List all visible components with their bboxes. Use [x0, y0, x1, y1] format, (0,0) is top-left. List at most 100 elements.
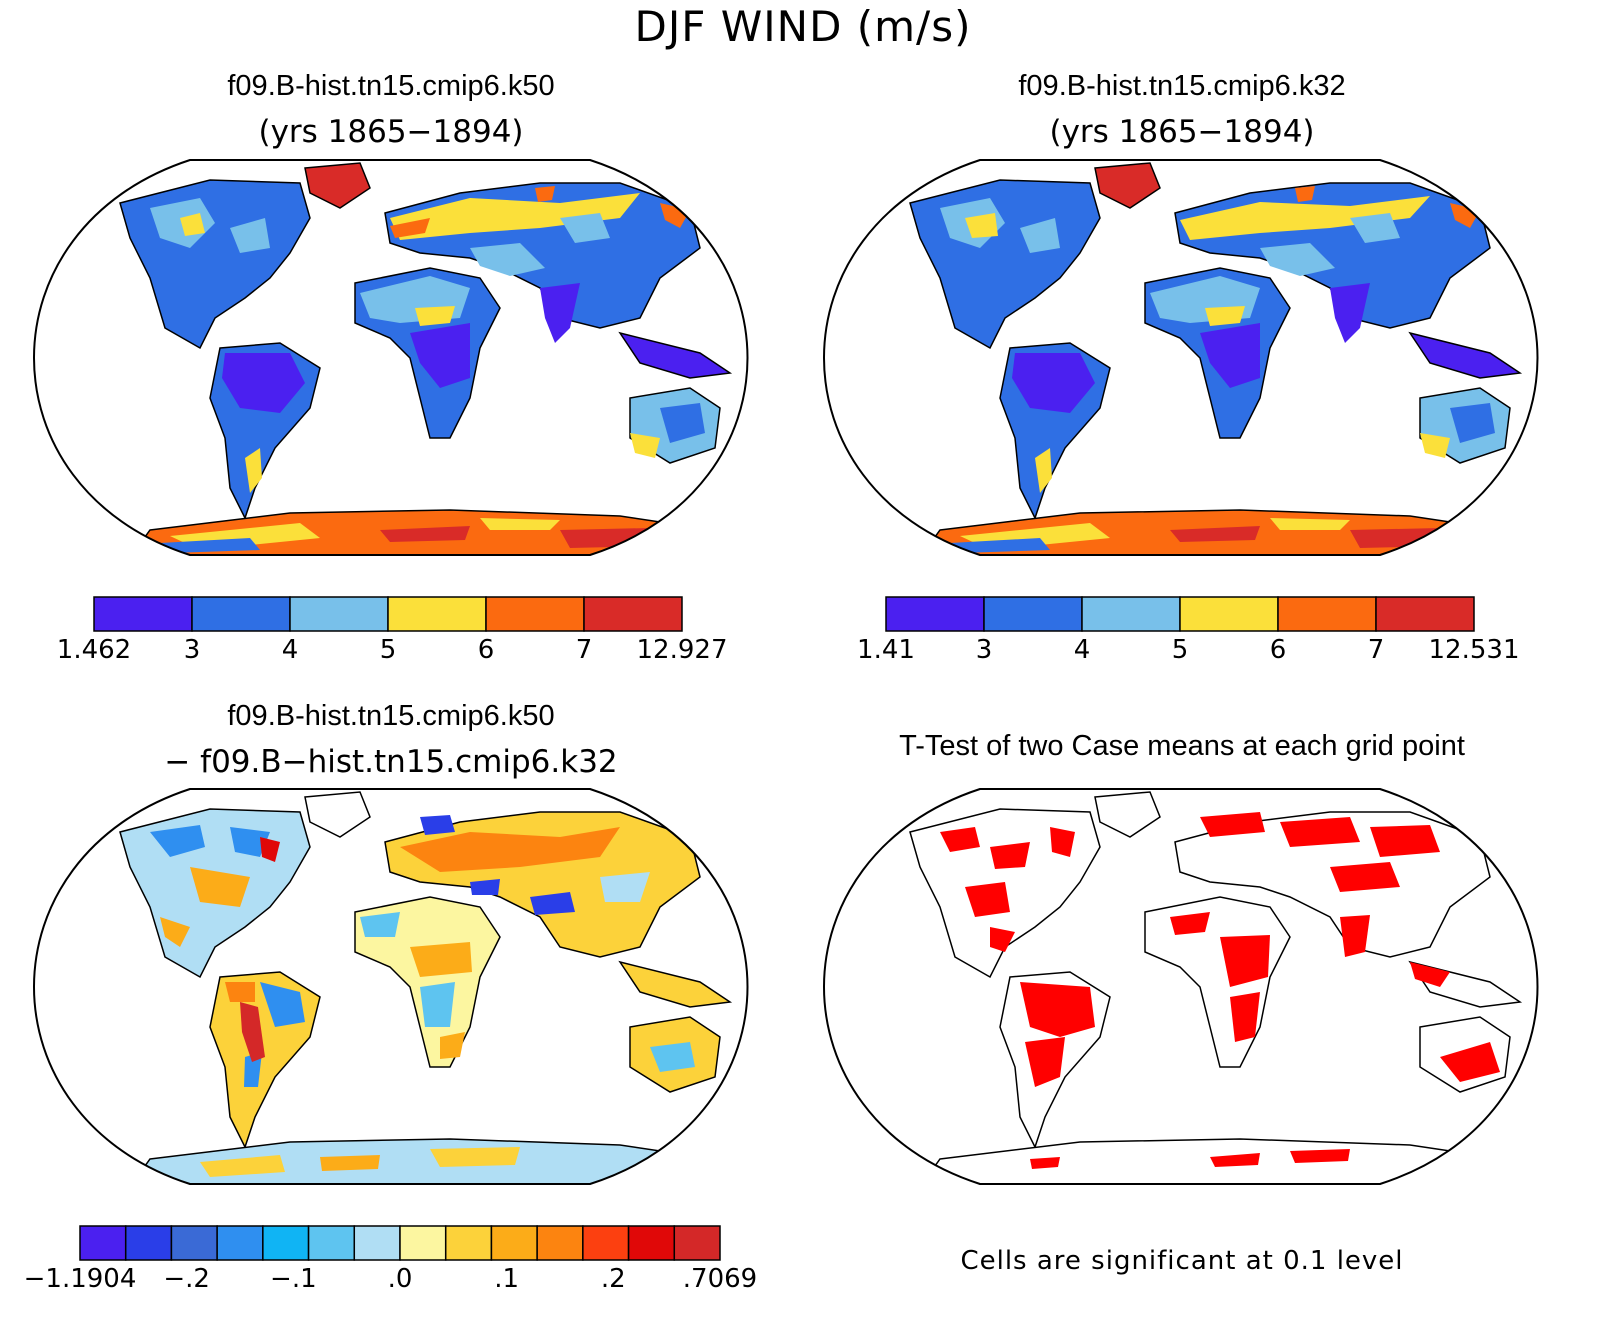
map-frame — [33, 788, 749, 1185]
panel-title-diff: f09.B-hist.tn15.cmip6.k50 — [227, 700, 555, 732]
colorbar-label: 7 — [575, 635, 593, 665]
colorbar-box — [399, 1225, 447, 1261]
antarctica-yellow — [960, 518, 1350, 550]
colorbar-label: .0 — [387, 1264, 413, 1294]
colorbar-label: .7069 — [682, 1264, 758, 1294]
eurasia-yellow — [1180, 196, 1430, 240]
na-light-patches — [150, 198, 270, 253]
colorbar-label: −.1 — [270, 1264, 317, 1294]
colorbar-k50 — [93, 596, 683, 632]
sa-warm — [245, 448, 262, 493]
colorbar-label: −.2 — [163, 1264, 210, 1294]
antarctica-blue — [950, 538, 1050, 553]
sa-red — [240, 1002, 265, 1062]
na-patches-warm — [160, 867, 250, 947]
greenland — [1094, 162, 1161, 209]
eurasia-light — [470, 213, 610, 276]
colorbar-label: 4 — [1073, 635, 1091, 665]
antarctica-yellow — [170, 518, 560, 550]
map-frame — [33, 159, 749, 556]
colorbar-box — [583, 596, 683, 632]
africa — [354, 896, 501, 1068]
colorbar-label: 5 — [1171, 635, 1189, 665]
sa-orange — [225, 982, 255, 1002]
australia-dark — [660, 403, 705, 443]
colorbar-box — [262, 1225, 310, 1261]
colorbar-label: .2 — [600, 1264, 626, 1294]
australia-warm — [1420, 433, 1450, 458]
se-asia — [1408, 331, 1523, 379]
sa-warm — [1035, 448, 1052, 493]
colorbar-label: −1.1904 — [23, 1264, 137, 1294]
map-frame — [823, 159, 1539, 556]
colorbar-box — [536, 1225, 584, 1261]
india-dark — [1330, 283, 1370, 343]
colorbar-box — [307, 1225, 356, 1261]
eurasia-orange — [1295, 186, 1480, 228]
colorbar-box — [1375, 596, 1475, 632]
colorbar-box — [353, 1225, 401, 1261]
sa-blue — [244, 982, 305, 1087]
na-patches-blue — [150, 825, 270, 857]
panel-subtitle-k32: (yrs 1865−1894) — [1049, 114, 1315, 150]
colorbar-label: 3 — [975, 635, 993, 665]
antarctica-red — [380, 526, 655, 548]
se-asia — [618, 331, 733, 379]
eurasia-orange — [400, 827, 620, 872]
colorbar-box — [885, 596, 985, 632]
colorbar-box — [1277, 596, 1377, 632]
significant-cells — [940, 812, 1500, 1169]
colorbar-label: 5 — [379, 635, 397, 665]
map-panel-ttest — [823, 788, 1539, 1185]
antarctica-orange — [320, 1155, 380, 1171]
colorbar-box — [216, 1225, 264, 1261]
colorbar-box — [627, 1225, 676, 1261]
africa-yellow — [415, 306, 455, 326]
map-frame — [823, 788, 1539, 1185]
south-america — [209, 971, 321, 1149]
colorbar-box — [289, 596, 389, 632]
map-panel-k50 — [33, 159, 749, 556]
colorbar-box — [673, 1225, 721, 1261]
colorbar-box — [124, 1225, 173, 1261]
na-warm-patch — [180, 213, 205, 236]
colorbar-diff — [79, 1225, 721, 1261]
colorbar-box — [170, 1225, 218, 1261]
africa-yellow — [1205, 306, 1245, 326]
figure-title: DJF WIND (m/s) — [634, 2, 972, 51]
colorbar-label: 1.41 — [857, 635, 915, 665]
sa-dark — [1012, 353, 1095, 413]
colorbar-box — [490, 1225, 538, 1261]
panel-title-k32: f09.B-hist.tn15.cmip6.k32 — [1018, 70, 1346, 102]
eurasia-blue — [420, 815, 575, 915]
africa — [1144, 896, 1291, 1068]
colorbar-label: 1.462 — [56, 635, 132, 665]
colorbar-label: 12.927 — [636, 635, 728, 665]
colorbar-label: 7 — [1367, 635, 1385, 665]
australia-dark — [1450, 403, 1495, 443]
australia-warm — [630, 433, 660, 458]
antarctica-blue — [160, 538, 260, 553]
greenland — [1094, 791, 1161, 838]
colorbar-box — [1179, 596, 1279, 632]
eurasia-light — [1260, 213, 1400, 276]
africa-orange — [410, 942, 472, 1059]
north-america — [909, 179, 1101, 350]
panel-title-ttest: T-Test of two Case means at each grid po… — [899, 730, 1465, 762]
greenland — [304, 791, 371, 838]
na-patches-red — [260, 837, 280, 862]
colorbar-k32 — [885, 596, 1475, 632]
map-panel-diff — [33, 788, 749, 1185]
panel-subtitle-diff: − f09.B−hist.tn15.cmip6.k32 — [164, 744, 618, 780]
colorbar-label: 6 — [477, 635, 495, 665]
eurasia-light — [600, 872, 650, 902]
colorbar-box — [191, 596, 291, 632]
colorbar-box — [983, 596, 1083, 632]
colorbar-box — [93, 596, 193, 632]
na-warm-patch — [965, 213, 998, 238]
greenland — [304, 162, 371, 209]
north-america — [119, 179, 311, 350]
colorbar-box — [485, 596, 585, 632]
na-light-patches — [940, 198, 1060, 253]
colorbar-box — [387, 596, 487, 632]
